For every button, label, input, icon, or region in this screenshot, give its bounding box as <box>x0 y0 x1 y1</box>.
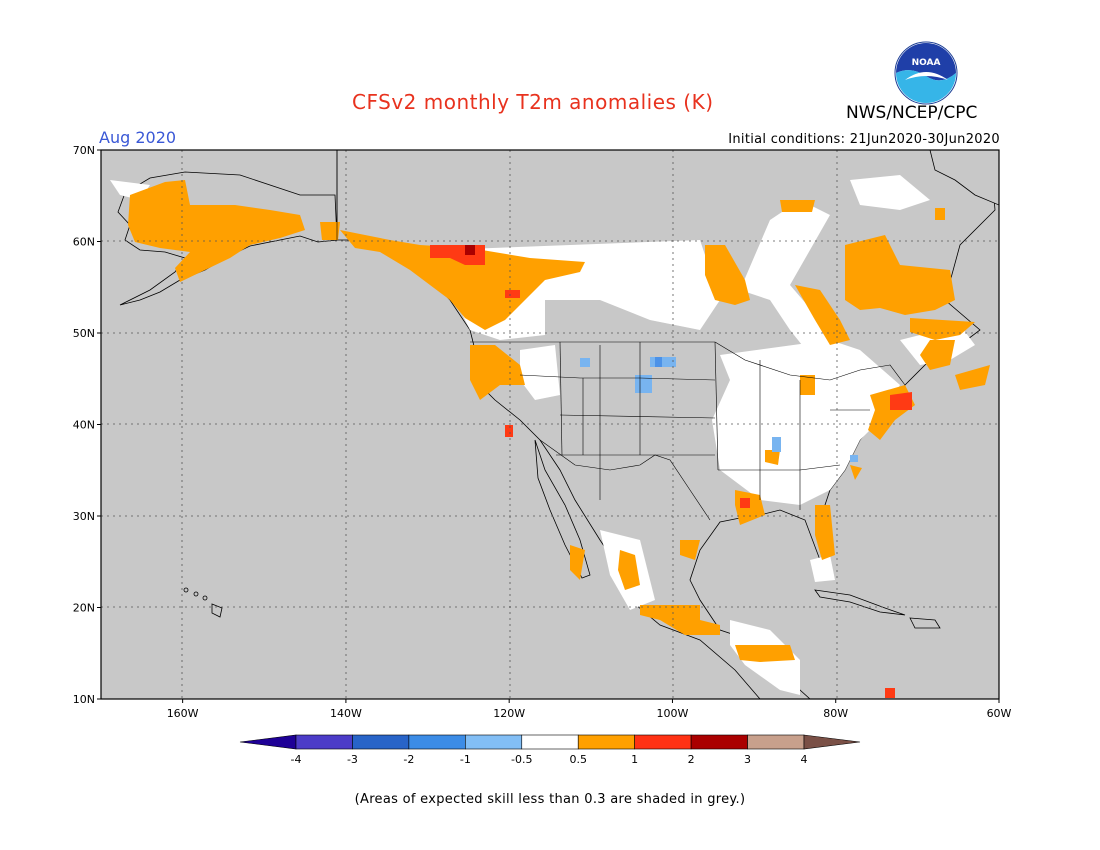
warm-anomaly-2-3-regions <box>465 245 475 255</box>
skill-footnote: (Areas of expected skill less than 0.3 a… <box>354 792 746 807</box>
forecast-month-label: Aug 2020 <box>99 128 177 147</box>
lat-tick-label: 10N <box>73 693 95 706</box>
initial-conditions-label: Initial conditions: 21Jun2020-30Jun2020 <box>728 132 1000 147</box>
lat-tick-label: 50N <box>73 327 95 340</box>
lat-tick-label: 70N <box>73 144 95 157</box>
colorbar-segment <box>521 734 579 750</box>
lat-tick-label: 60N <box>73 236 95 249</box>
colorbar-segment <box>747 734 805 750</box>
land-baja-california <box>534 439 591 579</box>
noaa-logo-text: NOAA <box>912 58 941 68</box>
chart-title: CFSv2 monthly T2m anomalies (K) <box>352 90 714 114</box>
lon-tick-label: 140W <box>330 707 362 720</box>
latitude-axis: 70N 60N 50N 40N 30N 20N 10N <box>73 144 101 706</box>
colorbar-segment <box>352 734 410 750</box>
colorbar-label: -4 <box>291 753 302 766</box>
colorbar-min-arrow <box>239 734 297 750</box>
colorbar-max-arrow <box>803 734 861 750</box>
land-hawaii <box>183 587 223 618</box>
colorbar-label: -2 <box>403 753 414 766</box>
lat-tick-label: 20N <box>73 602 95 615</box>
colorbar-segment <box>408 734 466 750</box>
organization-label: NWS/NCEP/CPC <box>846 103 978 123</box>
political-boundaries <box>336 150 906 521</box>
colorbar-label: 1 <box>631 753 638 766</box>
colorbar-label: 4 <box>801 753 808 766</box>
lon-tick-label: 100W <box>657 707 689 720</box>
colorbar-segment <box>465 734 523 750</box>
warm-anomaly-1-2-regions <box>430 245 912 698</box>
lon-tick-label: 80W <box>823 707 848 720</box>
land-cuba <box>814 589 906 616</box>
lon-tick-label: 120W <box>493 707 525 720</box>
longitude-axis: 160W 140W 120W 100W 80W 60W <box>167 699 1012 720</box>
colorbar-label: 2 <box>688 753 695 766</box>
lat-tick-label: 30N <box>73 510 95 523</box>
colorbar-label: -1 <box>460 753 471 766</box>
lon-tick-label: 160W <box>167 707 199 720</box>
colorbar-label: -3 <box>347 753 358 766</box>
map-gridlines <box>101 150 999 699</box>
noaa-logo-icon: NOAA <box>894 41 958 105</box>
lon-tick-label: 60W <box>987 707 1012 720</box>
colorbar-segment <box>577 734 635 750</box>
lat-tick-label: 40N <box>73 419 95 432</box>
colorbar-label: 0.5 <box>569 753 587 766</box>
colorbar-segment <box>634 734 692 750</box>
colorbar-label: 3 <box>744 753 751 766</box>
land-hispaniola <box>909 617 941 629</box>
colorbar-segment <box>295 734 353 750</box>
colorbar-segment <box>690 734 748 750</box>
colorbar-label: -0.5 <box>511 753 532 766</box>
cool-anomaly-strong-regions <box>655 357 662 367</box>
land-greenland <box>929 150 999 206</box>
warm-anomaly-0.5-1-regions <box>128 180 990 662</box>
